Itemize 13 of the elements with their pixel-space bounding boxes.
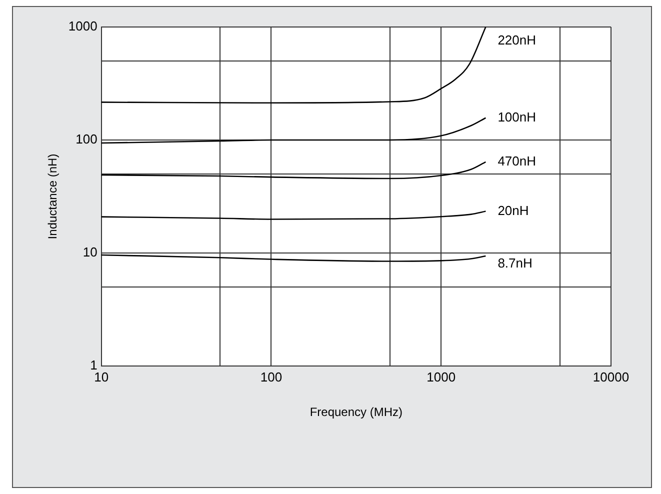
x-tick-label: 1000 bbox=[426, 369, 456, 384]
series-label: 220nH bbox=[498, 32, 536, 48]
series-label: 20nH bbox=[498, 202, 529, 218]
y-tick-label: 100 bbox=[76, 132, 98, 147]
series-label: 100nH bbox=[498, 109, 536, 124]
series-label: 8.7nH bbox=[498, 256, 532, 271]
y-tick-label: 10 bbox=[82, 244, 98, 260]
x-tick-label: 10000 bbox=[592, 369, 630, 384]
x-tick-label: 100 bbox=[260, 369, 282, 384]
y-tick-label: 1000 bbox=[68, 18, 98, 34]
series-label: 470nH bbox=[498, 153, 536, 168]
y-axis-title: Inductance (nH) bbox=[46, 154, 60, 240]
x-axis-title: Frequency (MHz) bbox=[310, 405, 403, 420]
